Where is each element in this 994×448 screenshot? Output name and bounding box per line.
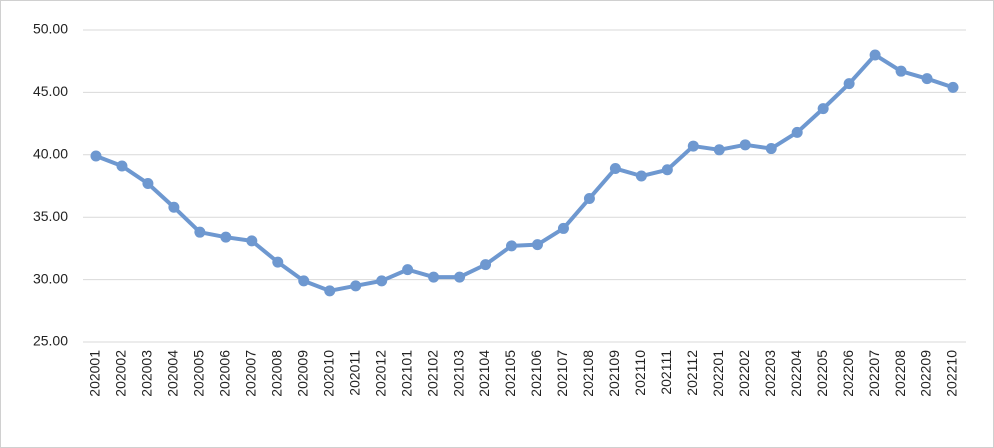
data-point (376, 275, 388, 287)
x-tick-label: 202103 (450, 350, 466, 397)
y-tick-label: 25.00 (33, 333, 68, 349)
x-tick-label: 202104 (476, 350, 492, 397)
data-point (428, 271, 440, 283)
x-tick-label: 202002 (113, 350, 129, 397)
x-tick-label: 202205 (814, 350, 830, 397)
x-tick-label: 202108 (580, 350, 596, 397)
data-point (246, 235, 258, 247)
data-point (506, 240, 518, 252)
x-tick-label: 202102 (424, 350, 440, 397)
x-tick-label: 202105 (502, 350, 518, 397)
data-point (272, 256, 284, 268)
x-tick-label: 202202 (736, 350, 752, 397)
x-tick-label: 202206 (840, 350, 856, 397)
data-point (895, 65, 907, 77)
data-point (661, 164, 673, 176)
y-tick-label: 50.00 (33, 21, 68, 37)
x-tick-label: 202012 (372, 350, 388, 397)
data-point (142, 178, 154, 190)
data-point (583, 192, 595, 204)
data-point (220, 231, 232, 243)
x-tick-label: 202003 (139, 350, 155, 397)
data-point (454, 271, 466, 283)
x-tick-label: 202208 (892, 350, 908, 397)
data-point (687, 140, 699, 152)
data-point (635, 170, 647, 182)
x-tick-label: 202203 (762, 350, 778, 397)
x-tick-label: 202006 (217, 350, 233, 397)
x-tick-label: 202005 (191, 350, 207, 397)
data-point (609, 163, 621, 175)
x-tick-label: 202007 (243, 350, 259, 397)
x-tick-label: 202209 (918, 350, 934, 397)
y-tick-label: 35.00 (33, 208, 68, 224)
x-tick-label: 202210 (944, 350, 960, 397)
x-tick-label: 202110 (632, 350, 648, 396)
x-tick-label: 202107 (554, 350, 570, 397)
x-tick-label: 202004 (165, 350, 181, 397)
y-tick-label: 45.00 (33, 83, 68, 99)
data-point (713, 144, 725, 156)
x-tick-label: 202001 (87, 350, 103, 397)
data-point (947, 81, 959, 93)
data-point (116, 160, 128, 172)
x-tick-label: 202011 (346, 350, 362, 396)
x-tick-label: 202112 (684, 350, 700, 396)
data-point (298, 275, 310, 287)
x-tick-label: 202204 (788, 350, 804, 397)
x-tick-label: 202201 (710, 350, 726, 397)
data-point (739, 139, 751, 151)
data-point (402, 264, 414, 276)
data-point (817, 103, 829, 115)
y-tick-label: 40.00 (33, 146, 68, 162)
y-tick-label: 30.00 (33, 270, 68, 286)
data-point (324, 285, 336, 297)
x-tick-label: 202009 (294, 350, 310, 397)
x-tick-label: 202111 (658, 350, 674, 395)
data-point (531, 239, 543, 251)
data-point (90, 150, 102, 162)
data-point (557, 222, 569, 234)
data-point (921, 73, 933, 85)
data-line (95, 52, 954, 293)
x-tick-label: 202106 (528, 350, 544, 397)
data-point (869, 49, 881, 61)
x-tick-label: 202109 (606, 350, 622, 397)
data-point (168, 201, 180, 213)
x-tick-label: 202010 (320, 350, 336, 397)
data-point (480, 259, 492, 271)
data-point (194, 226, 206, 238)
data-point (791, 126, 803, 138)
data-point (843, 78, 855, 90)
data-point (765, 143, 777, 155)
x-tick-label: 202207 (866, 350, 882, 397)
data-point (350, 280, 362, 292)
x-tick-label: 202101 (398, 350, 414, 397)
x-tick-label: 202008 (268, 350, 284, 397)
